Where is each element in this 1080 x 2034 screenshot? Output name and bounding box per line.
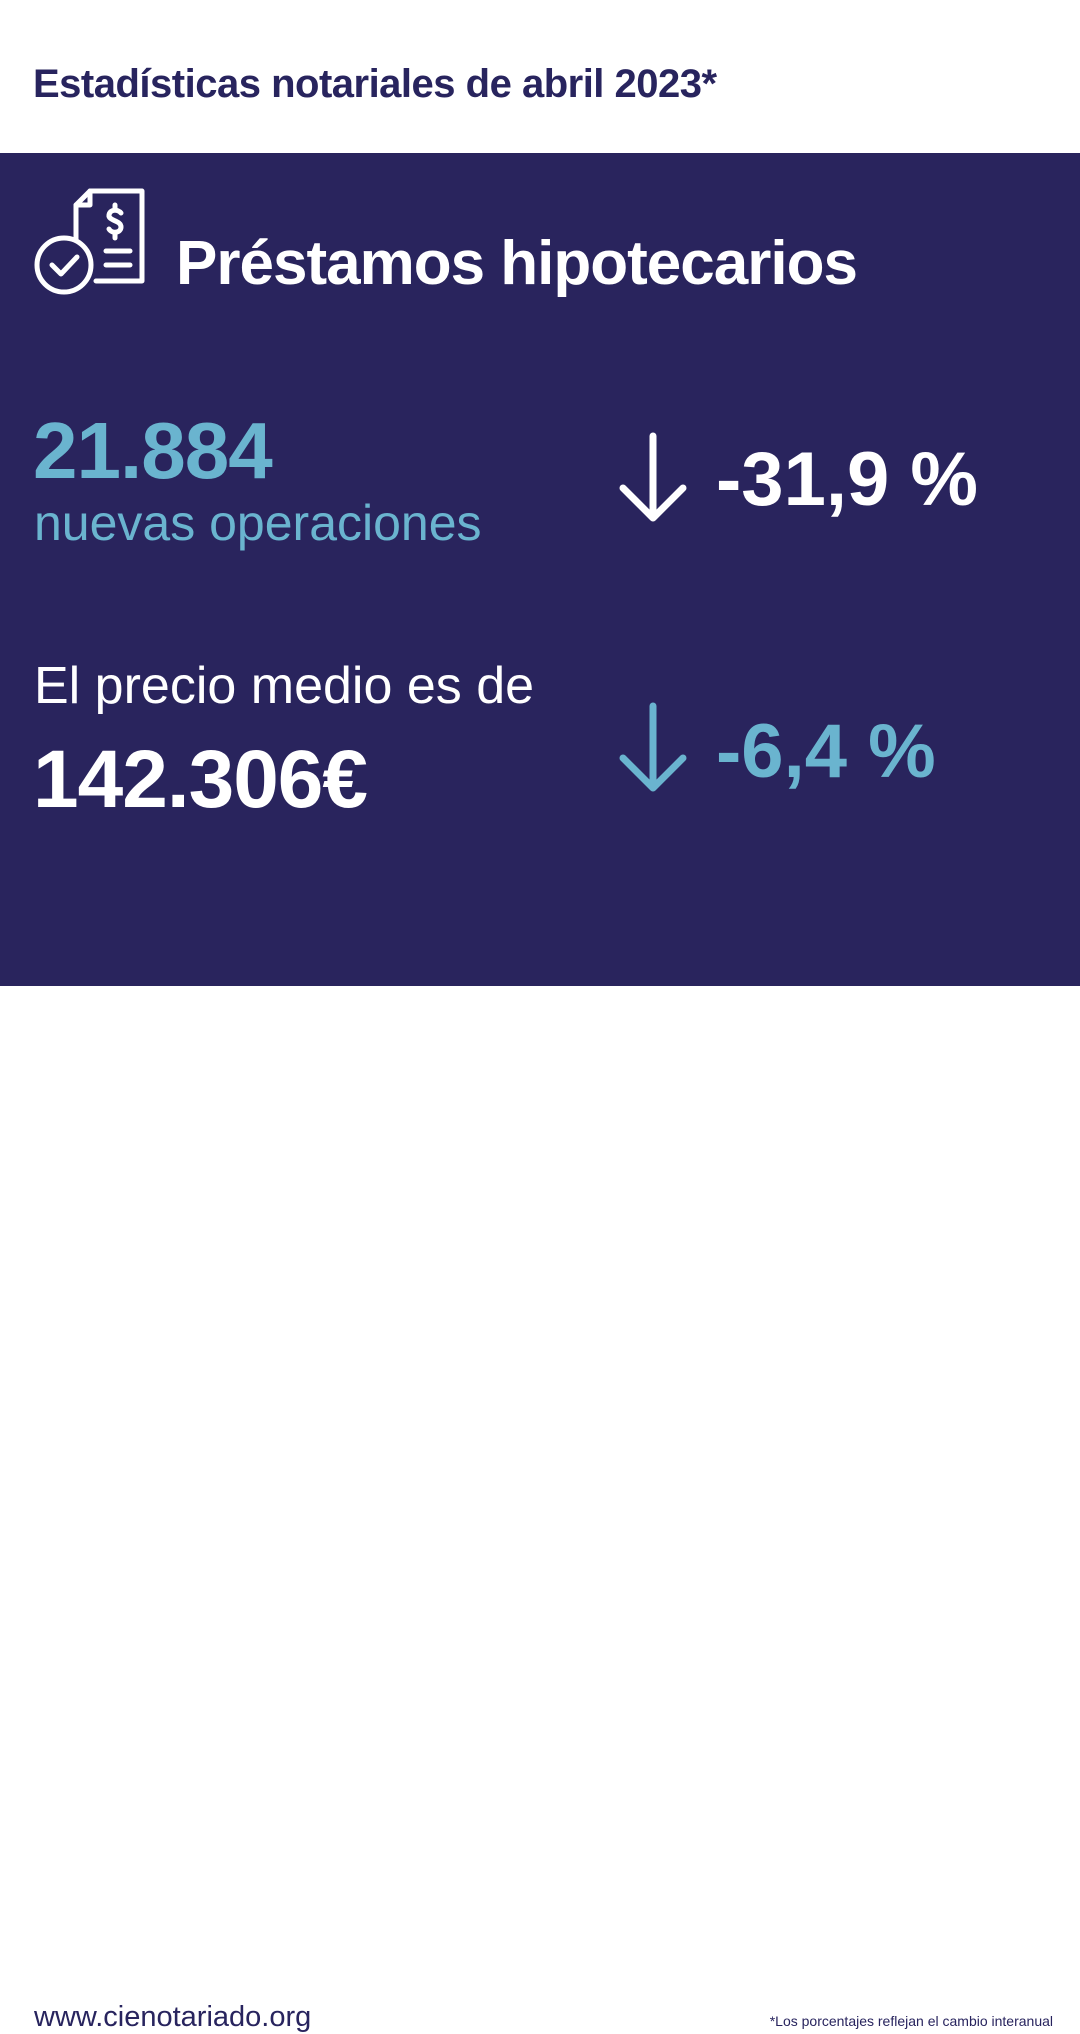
website-link[interactable]: www.cienotariado.org	[34, 2001, 312, 2033]
operations-count: 21.884	[33, 406, 273, 495]
section-title: Préstamos hipotecarios	[176, 229, 858, 298]
header-bar: Estadísticas notariales de abril 2023*	[0, 0, 1080, 153]
footer: www.cienotariado.org *Los porcentajes re…	[0, 986, 1080, 2033]
footnote: *Los porcentajes reflejan el cambio inte…	[769, 2013, 1053, 2029]
price-label: El precio medio es de	[34, 657, 535, 715]
price-value: 142.306€	[33, 734, 368, 825]
price-change: -6,4 %	[716, 709, 936, 794]
operations-change: -31,9 %	[716, 437, 978, 522]
arrow-down-icon	[619, 702, 687, 792]
mortgage-document-icon	[34, 188, 145, 295]
operations-label: nuevas operaciones	[34, 495, 482, 551]
arrow-down-icon	[619, 432, 687, 522]
stats-panel	[0, 153, 1080, 986]
page-title: Estadísticas notariales de abril 2023*	[33, 62, 717, 106]
